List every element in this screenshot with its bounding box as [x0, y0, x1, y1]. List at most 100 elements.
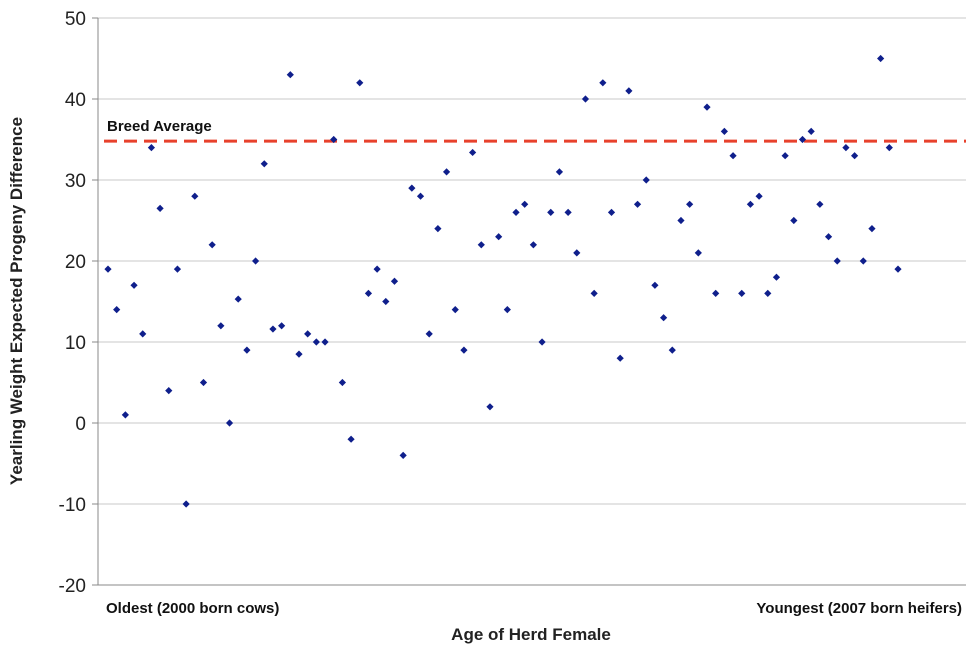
- data-point: [364, 289, 373, 297]
- y-tick-label: -10: [59, 495, 86, 516]
- x-axis-title: Age of Herd Female: [451, 625, 611, 644]
- data-point: [390, 277, 399, 285]
- data-point: [434, 225, 442, 233]
- data-point: [304, 330, 312, 338]
- data-point: [703, 103, 711, 111]
- breed-average-label: Breed Average: [107, 118, 212, 135]
- data-point: [842, 144, 850, 152]
- data-point: [104, 265, 112, 273]
- data-point: [451, 306, 459, 314]
- data-point: [425, 330, 433, 338]
- data-point: [868, 225, 876, 233]
- data-point: [182, 500, 190, 508]
- data-point: [130, 281, 138, 289]
- data-point: [243, 346, 251, 354]
- gridlines: [98, 17, 966, 505]
- data-point: [859, 257, 867, 265]
- data-point: [772, 273, 781, 281]
- data-point: [512, 208, 520, 216]
- data-point: [139, 330, 147, 338]
- data-point: [121, 411, 129, 419]
- data-point: [347, 435, 355, 443]
- data-point: [573, 249, 581, 257]
- data-point: [633, 200, 642, 208]
- x-start-label: Oldest (2000 born cows): [106, 600, 279, 617]
- data-point: [382, 297, 390, 306]
- y-tick-label: 0: [75, 414, 86, 435]
- data-point: [286, 71, 294, 79]
- data-point: [807, 127, 815, 135]
- data-point: [712, 289, 720, 297]
- data-point: [651, 281, 659, 289]
- y-tick-label: 40: [65, 90, 86, 111]
- data-point: [599, 79, 607, 87]
- data-point: [877, 54, 885, 63]
- data-point: [165, 387, 173, 395]
- data-point: [607, 208, 616, 216]
- data-point: [625, 87, 633, 95]
- data-point: [330, 135, 338, 144]
- data-point: [251, 257, 260, 265]
- y-tick-label: -20: [59, 576, 86, 597]
- data-point: [781, 152, 789, 160]
- data-point: [833, 257, 841, 265]
- data-point: [225, 419, 234, 427]
- data-point: [442, 168, 451, 176]
- data-point: [720, 127, 728, 135]
- data-point: [642, 176, 650, 184]
- data-point: [147, 144, 156, 152]
- data-point: [824, 233, 833, 241]
- data-point: [547, 208, 555, 216]
- data-point: [312, 338, 320, 346]
- data-point: [399, 451, 407, 459]
- y-tick-labels: -20 -10 0 10 20 30 40 50: [59, 9, 98, 597]
- data-point: [538, 338, 546, 346]
- data-point: [581, 95, 590, 103]
- data-point: [460, 346, 468, 354]
- data-point: [555, 168, 564, 176]
- data-point: [234, 295, 242, 303]
- data-point: [816, 200, 824, 208]
- y-tick-label: 50: [65, 9, 86, 30]
- data-point: [191, 192, 199, 200]
- y-tick-label: 30: [65, 171, 86, 192]
- data-point: [529, 241, 537, 249]
- data-point: [469, 148, 477, 157]
- data-point: [694, 249, 702, 257]
- data-point: [477, 241, 485, 249]
- data-point: [486, 403, 494, 411]
- data-point: [746, 200, 755, 208]
- axes: [97, 18, 966, 586]
- data-point: [269, 325, 277, 333]
- y-axis-title: Yearling Weight Expected Progeny Differe…: [7, 117, 26, 485]
- data-point: [408, 184, 416, 192]
- data-point: [295, 350, 303, 358]
- data-point: [156, 204, 164, 212]
- x-end-label: Youngest (2007 born heifers): [756, 600, 962, 617]
- data-point: [668, 346, 676, 354]
- data-point: [416, 192, 425, 200]
- data-point: [495, 233, 503, 241]
- data-point: [564, 208, 572, 216]
- data-point: [321, 338, 329, 346]
- data-point: [590, 289, 598, 297]
- data-point: [208, 241, 216, 249]
- data-point: [686, 200, 694, 208]
- data-point: [356, 79, 364, 87]
- data-point: [798, 135, 807, 144]
- data-point: [738, 289, 746, 297]
- data-point: [113, 306, 121, 314]
- data-point: [338, 378, 346, 387]
- data-point: [790, 216, 798, 225]
- data-point: [503, 306, 511, 314]
- data-point: [278, 322, 286, 330]
- data-points: [104, 54, 902, 508]
- data-point: [677, 216, 685, 225]
- data-point: [755, 192, 763, 200]
- data-point: [373, 265, 381, 273]
- data-point: [894, 265, 902, 273]
- data-point: [764, 289, 772, 297]
- y-tick-label: 20: [65, 252, 86, 273]
- data-point: [199, 378, 208, 387]
